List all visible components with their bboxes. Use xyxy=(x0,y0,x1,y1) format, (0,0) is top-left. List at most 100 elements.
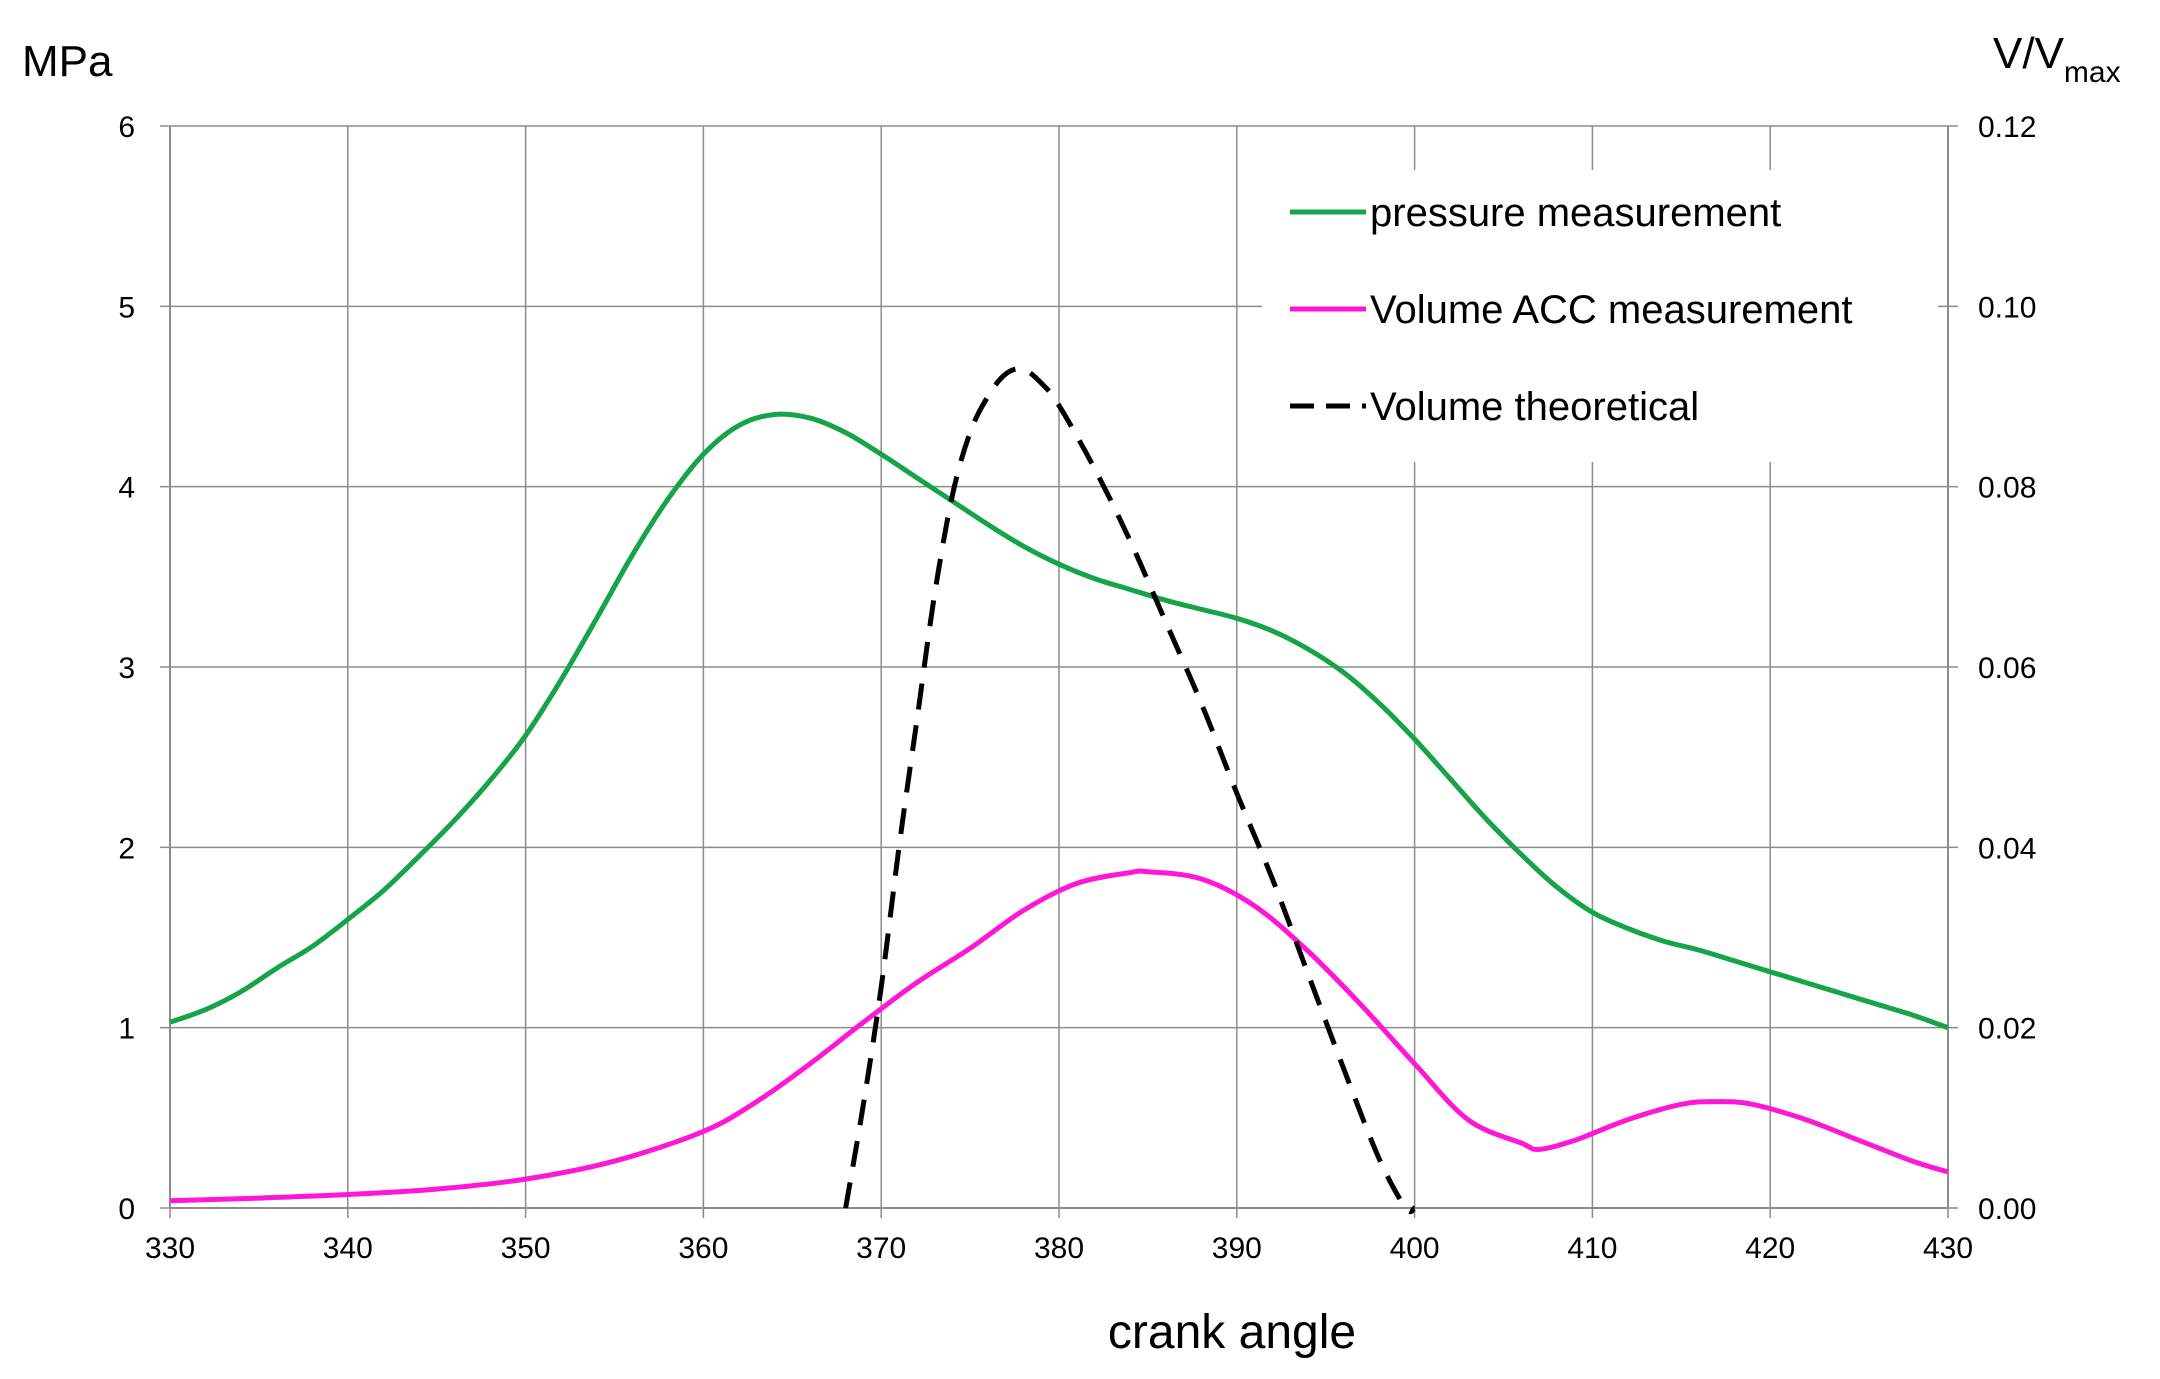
legend-label-pressure-measurement: pressure measurement xyxy=(1370,191,1781,235)
data-point-pressure-measurement xyxy=(1270,629,1274,633)
data-point-pressure-measurement xyxy=(1235,616,1239,620)
data-point-volume-theoretical xyxy=(1342,1066,1346,1070)
data-point-volume-acc-measurement xyxy=(1413,1062,1417,1066)
data-point-pressure-measurement xyxy=(1519,853,1523,857)
data-point-pressure-measurement xyxy=(559,678,563,682)
data-point-pressure-measurement xyxy=(1804,981,1808,985)
x-tick-label: 370 xyxy=(856,1232,906,1265)
data-point-volume-theoretical xyxy=(1404,1206,1408,1210)
x-tick-label: 400 xyxy=(1390,1232,1440,1265)
data-point-volume-acc-measurement xyxy=(1075,881,1079,885)
data-point-volume-acc-measurement xyxy=(1199,877,1203,881)
data-point-volume-theoretical xyxy=(861,1102,865,1106)
data-point-pressure-measurement xyxy=(879,452,883,456)
data-point-pressure-measurement xyxy=(1626,927,1630,931)
data-point-volume-acc-measurement xyxy=(1946,1170,1950,1174)
data-point-volume-theoretical xyxy=(897,845,901,849)
series-line-volume-theoretical xyxy=(843,366,1417,1215)
data-point-pressure-measurement xyxy=(310,945,314,949)
data-point-volume-acc-measurement xyxy=(435,1187,439,1191)
data-point-volume-acc-measurement xyxy=(1306,949,1310,953)
data-point-pressure-measurement xyxy=(381,889,385,893)
data-point-pressure-measurement xyxy=(666,497,670,501)
data-point-volume-acc-measurement xyxy=(1715,1100,1719,1104)
legend-label-volume-acc-measurement: Volume ACC measurement xyxy=(1370,288,1852,332)
data-point-pressure-measurement xyxy=(1413,737,1417,741)
series-line-volume-acc-measurement xyxy=(169,868,1949,1204)
data-point-pressure-measurement xyxy=(1697,948,1701,952)
data-point-pressure-measurement xyxy=(346,918,350,922)
y-right-tick-label: 0.02 xyxy=(1978,1013,2036,1046)
y-left-tick-label: 1 xyxy=(118,1013,135,1046)
data-point-pressure-measurement xyxy=(1733,959,1737,963)
data-point-volume-acc-measurement xyxy=(613,1159,617,1163)
data-point-volume-acc-measurement xyxy=(1021,909,1025,913)
data-point-volume-acc-measurement xyxy=(1573,1138,1577,1142)
data-point-pressure-measurement xyxy=(275,966,279,970)
data-point-pressure-measurement xyxy=(701,452,705,456)
legend-label-volume-theoretical: Volume theoretical xyxy=(1370,385,1699,429)
data-point-volume-theoretical xyxy=(1021,367,1025,371)
x-tick-label: 330 xyxy=(145,1232,195,1265)
data-point-volume-theoretical xyxy=(1004,372,1008,376)
data-point-pressure-measurement xyxy=(1093,577,1097,581)
data-point-pressure-measurement xyxy=(1377,701,1381,705)
data-point-pressure-measurement xyxy=(808,416,812,420)
y-right-tick-label: 0.04 xyxy=(1978,832,2036,865)
y-left-unit: MPa xyxy=(22,37,113,86)
data-point-pressure-measurement xyxy=(915,476,919,480)
data-point-pressure-measurement xyxy=(1057,562,1061,566)
data-point-volume-theoretical xyxy=(933,593,937,597)
data-point-volume-theoretical xyxy=(1199,701,1203,705)
data-point-volume-acc-measurement xyxy=(701,1129,705,1133)
data-point-volume-acc-measurement xyxy=(257,1196,261,1200)
y-left-tick-label: 2 xyxy=(118,832,135,865)
data-point-pressure-measurement xyxy=(630,553,634,557)
x-tick-label: 390 xyxy=(1212,1232,1262,1265)
data-point-volume-acc-measurement xyxy=(861,1020,865,1024)
data-point-volume-theoretical xyxy=(968,431,972,435)
data-point-volume-acc-measurement xyxy=(1466,1118,1470,1122)
data-point-pressure-measurement xyxy=(1662,939,1666,943)
data-point-pressure-measurement xyxy=(488,779,492,783)
y-right-tick-label: 0.00 xyxy=(1978,1193,2036,1226)
data-point-pressure-measurement xyxy=(1910,1013,1914,1017)
data-point-volume-acc-measurement xyxy=(1359,1003,1363,1007)
data-point-volume-theoretical xyxy=(1039,381,1043,385)
x-axis-label: crank angle xyxy=(1108,1306,1356,1359)
data-point-volume-acc-measurement xyxy=(1146,870,1150,874)
data-point-pressure-measurement xyxy=(239,990,243,994)
data-point-pressure-measurement xyxy=(595,616,599,620)
data-point-volume-acc-measurement xyxy=(808,1062,812,1066)
data-point-pressure-measurement xyxy=(1021,544,1025,548)
data-point-volume-acc-measurement xyxy=(1750,1102,1754,1106)
y-left-tick-label: 3 xyxy=(118,652,135,685)
data-point-pressure-measurement xyxy=(168,1020,172,1024)
data-point-volume-theoretical xyxy=(915,719,919,723)
x-tick-label: 420 xyxy=(1745,1232,1795,1265)
data-point-volume-acc-measurement xyxy=(1128,871,1132,875)
data-point-pressure-measurement xyxy=(737,423,741,427)
y-left-tick-label: 4 xyxy=(118,472,135,505)
axes: 330 340 350 360 370 380 390 400 410 420 430 0 1 2 3 4 5 6… xyxy=(118,111,2036,1265)
data-point-pressure-measurement xyxy=(1199,607,1203,611)
series-line-pressure-measurement xyxy=(169,411,1949,1031)
data-point-volume-theoretical xyxy=(1128,539,1132,543)
data-point-volume-acc-measurement xyxy=(968,946,972,950)
data-point-pressure-measurement xyxy=(1306,647,1310,651)
data-point-pressure-measurement xyxy=(1946,1026,1950,1030)
y-left-tick-label: 6 xyxy=(118,111,135,144)
data-point-pressure-measurement xyxy=(1839,991,1843,995)
data-point-pressure-measurement xyxy=(1342,670,1346,674)
data-point-pressure-measurement xyxy=(1164,598,1168,602)
data-point-volume-theoretical xyxy=(1057,404,1061,408)
data-point-volume-theoretical xyxy=(844,1206,848,1210)
data-point-pressure-measurement xyxy=(1555,885,1559,889)
y-right-unit: V/Vmax xyxy=(1993,29,2121,89)
data-point-volume-acc-measurement xyxy=(1253,904,1257,908)
data-point-volume-acc-measurement xyxy=(1804,1118,1808,1122)
data-point-volume-theoretical xyxy=(1093,467,1097,471)
data-point-pressure-measurement xyxy=(1768,970,1772,974)
data-point-volume-theoretical xyxy=(879,985,883,989)
